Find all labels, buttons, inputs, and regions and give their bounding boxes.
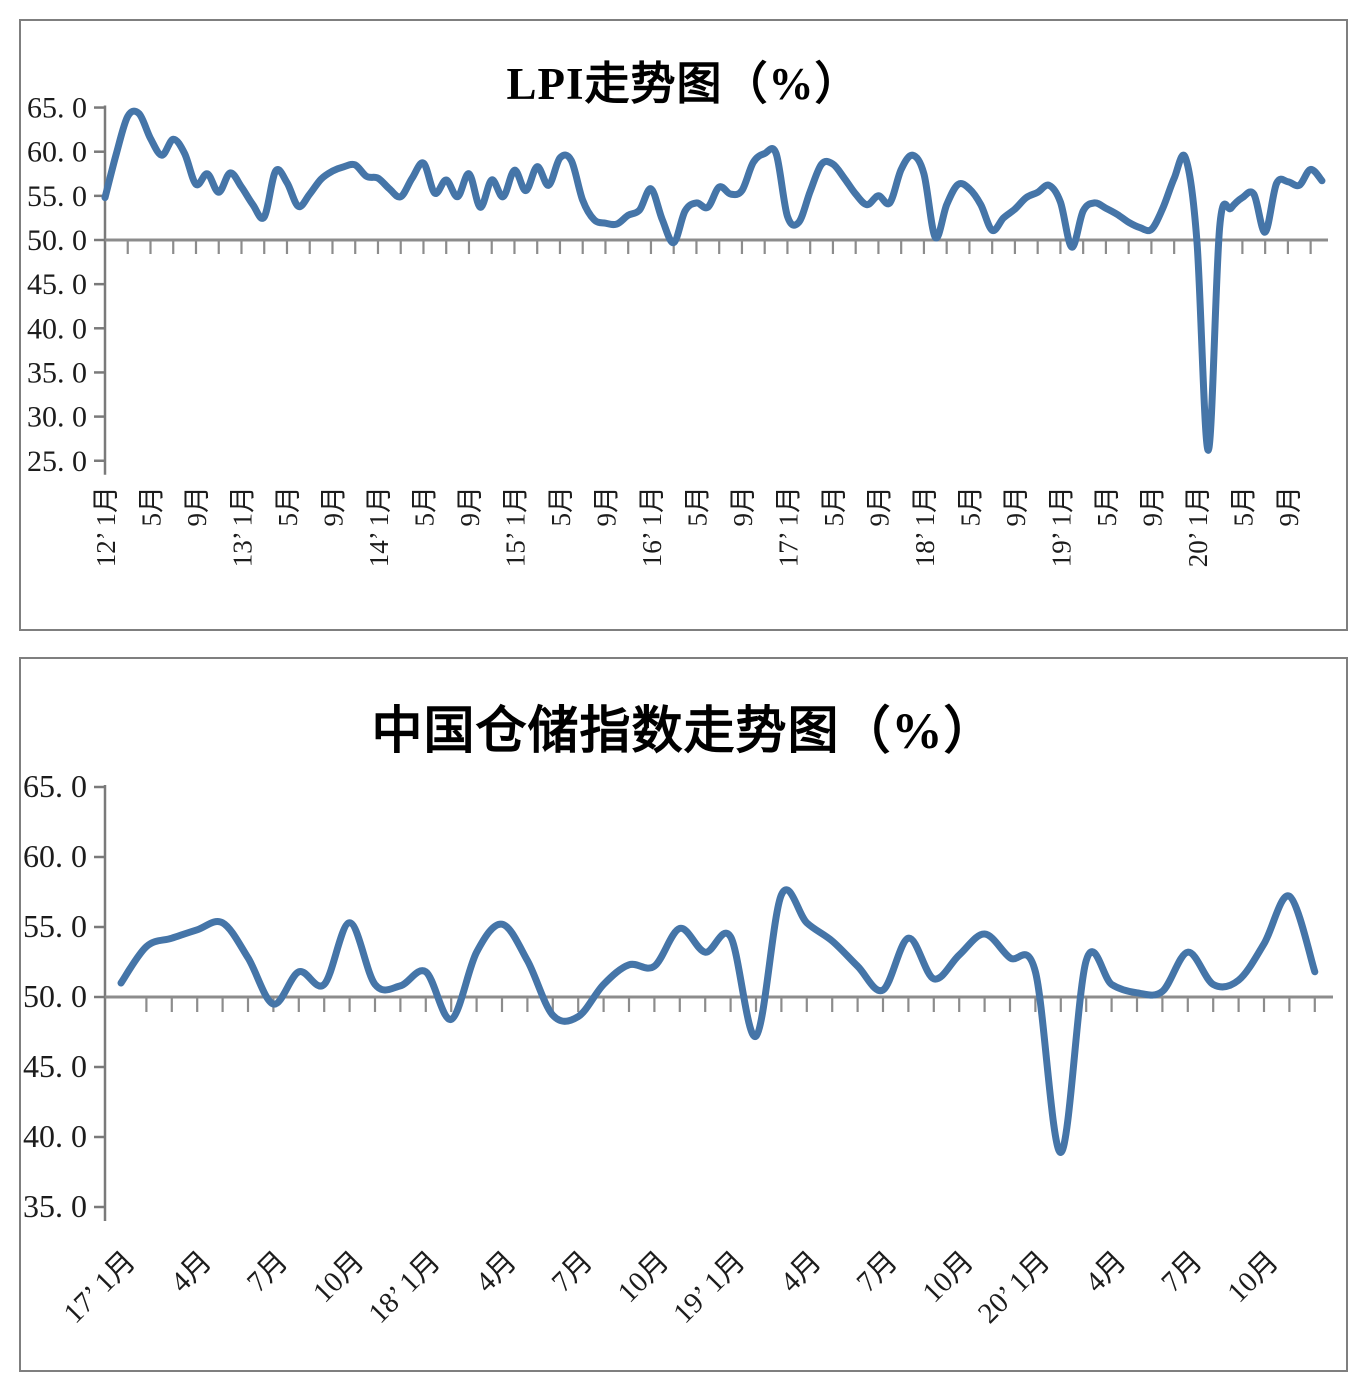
x-axis-tick-label: 12’ 1月 [91,486,121,567]
x-axis-tick-label: 4月 [470,1245,523,1298]
x-axis-tick-label: 15’ 1月 [500,486,530,567]
x-axis-tick-label: 5月 [273,486,303,527]
y-axis-tick-label: 30. 0 [27,401,87,434]
warehousing-index-chart-panel: 中国仓储指数走势图（%） 65. 0 60. 0 55. 0 50. 0 45. 0 40… [19,657,1348,1372]
y-axis-tick-label: 40. 0 [23,1118,87,1154]
x-axis-tick-label: 16’ 1月 [637,486,667,567]
lpi-trend-chart-panel: LPI走势图（%） 65. 0 60. 0 55. 0 50. 0 45. 0 40. 0… [19,19,1348,631]
x-axis-tick-label: 5月 [682,486,712,527]
x-axis-labels: 12’ 1月 5月 9月 13’ 1月 5月 9月 14’ 1月 5月 9月 15’ 1月 5月 9月… [91,486,1304,567]
warehousing-chart-canvas: 65. 0 60. 0 55. 0 50. 0 45. 0 40. 0 35. 0 17’ 1… [23,768,1333,1330]
x-axis-tick-label: 9月 [182,486,212,527]
x-axis-tick-label: 4月 [1079,1245,1132,1298]
x-axis-tick-label: 17’ 1月 [773,486,803,567]
y-axis-tick-label: 65. 0 [27,92,87,125]
y-axis-tick-label: 50. 0 [23,978,87,1014]
x-axis-tick-label: 7月 [851,1245,904,1298]
y-axis-tick-label: 35. 0 [23,1188,87,1224]
chart-title: 中国仓储指数走势图（%） [371,704,996,760]
x-axis-tick-label: 10月 [307,1245,371,1309]
x-axis-tick-label: 7月 [546,1245,599,1298]
x-axis-tick-label: 17’ 1月 [58,1245,142,1329]
y-axis-tick-label: 60. 0 [23,838,87,874]
x-axis-tick-label: 19’ 1月 [1046,486,1076,567]
x-axis-tick-label: 18’ 1月 [362,1245,446,1329]
y-axis-tick-label: 45. 0 [23,1048,87,1084]
x-axis-tick-label: 9月 [318,486,348,527]
x-axis-tick-label: 5月 [409,486,439,527]
x-axis-tick-label: 9月 [455,486,485,527]
y-axis-tick-label: 65. 0 [23,768,87,804]
y-axis-tick-label: 55. 0 [23,908,87,944]
x-axis-tick-label: 9月 [591,486,621,527]
chart-title: LPI走势图（%） [506,59,861,109]
x-axis-tick-label: 9月 [1001,486,1031,527]
x-axis [105,238,1328,254]
x-axis-tick-label: 9月 [1137,486,1167,527]
y-axis-tick-label: 40. 0 [27,312,87,345]
x-axis-tick-label: 5月 [1228,486,1258,527]
y-axis-tick-label: 35. 0 [27,356,87,389]
x-axis-tick-label: 4月 [165,1245,218,1298]
x-axis-tick-label: 7月 [1155,1245,1208,1298]
y-axis-tick-label: 55. 0 [27,180,87,213]
x-axis-tick-label: 14’ 1月 [364,486,394,567]
x-axis-tick-label: 10月 [916,1245,980,1309]
lpi-chart-canvas: 65. 0 60. 0 55. 0 50. 0 45. 0 40. 0 35. 0 30. 0… [27,92,1328,567]
x-axis-tick-label: 5月 [955,486,985,527]
x-axis-tick-label: 13’ 1月 [227,486,257,567]
y-axis: 65. 0 60. 0 55. 0 50. 0 45. 0 40. 0 35. 0 [23,768,107,1224]
y-axis-tick-label: 60. 0 [27,136,87,169]
y-axis-tick-label: 45. 0 [27,268,87,301]
x-axis-tick-label: 19’ 1月 [667,1245,751,1329]
x-axis-tick-label: 9月 [864,486,894,527]
x-axis-tick-label: 10月 [1221,1245,1285,1309]
x-axis-tick-label: 20’ 1月 [972,1245,1056,1329]
x-axis-tick-label: 5月 [136,486,166,527]
x-axis-tick-label: 7月 [241,1245,294,1298]
y-axis-tick-label: 25. 0 [27,445,87,478]
x-axis-tick-label: 18’ 1月 [910,486,940,567]
series-line-lpi [101,107,1326,454]
x-axis [105,995,1333,1012]
x-axis-tick-label: 20’ 1月 [1183,486,1213,567]
x-axis-tick-label: 5月 [819,486,849,527]
x-axis-tick-label: 9月 [1274,486,1304,527]
x-axis-tick-label: 10月 [612,1245,676,1309]
x-axis-tick-label: 5月 [546,486,576,527]
x-axis-tick-label: 5月 [1092,486,1122,527]
x-axis-tick-label: 9月 [728,486,758,527]
series-line-warehousing-index [117,886,1319,1156]
x-axis-tick-label: 4月 [774,1245,827,1298]
y-axis: 65. 0 60. 0 55. 0 50. 0 45. 0 40. 0 35. 0 30. 0… [27,92,107,478]
y-axis-tick-label: 50. 0 [27,224,87,257]
